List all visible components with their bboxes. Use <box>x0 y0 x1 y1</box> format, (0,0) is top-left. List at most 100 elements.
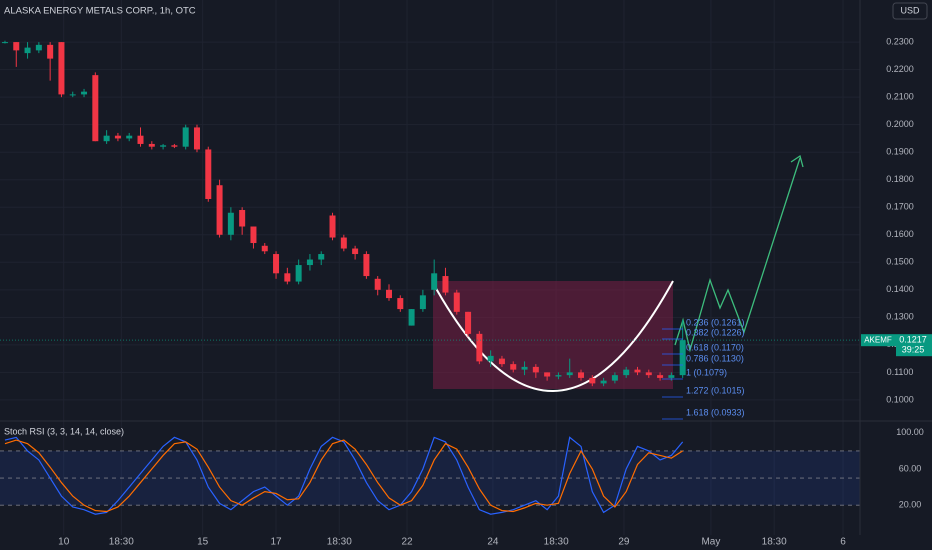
y-tick-label: 0.1500 <box>886 257 914 267</box>
candle-body <box>1 42 8 44</box>
y-tick-label: 0.1000 <box>886 394 914 404</box>
countdown: 39:25 <box>902 345 925 355</box>
x-tick-label: 22 <box>402 537 414 548</box>
x-tick-label: 15 <box>197 537 209 548</box>
symbol-tag <box>861 334 896 347</box>
candle-body <box>69 94 76 96</box>
candle-body <box>476 333 483 362</box>
candle-body <box>544 372 551 377</box>
candle-body <box>340 237 347 249</box>
candle-body <box>103 135 110 142</box>
fib-label: 0.618 (0.1170) <box>686 342 744 352</box>
candle-body <box>160 145 167 147</box>
candle-body <box>566 372 573 376</box>
candle-body <box>35 44 42 51</box>
candle-body <box>634 369 641 373</box>
x-tick-label: 18:30 <box>109 537 134 548</box>
rsi-line <box>4 436 684 515</box>
candle-body <box>24 47 31 54</box>
fib-label: 1.618 (0.0933) <box>686 407 745 417</box>
symbol-label: AKEMF <box>864 335 892 344</box>
y-tick-label: 100.00 <box>896 427 924 437</box>
candle-body <box>250 226 257 244</box>
candle-body <box>385 289 392 299</box>
candle-body <box>431 273 438 290</box>
candle-body <box>679 340 686 376</box>
fib-label: 0.236 (0.1261) <box>686 317 745 327</box>
candle-body <box>668 375 675 378</box>
y-tick-label: 0.1900 <box>886 147 914 157</box>
candle-body <box>600 380 607 384</box>
rsi-line <box>4 439 683 513</box>
candle-body <box>47 44 54 59</box>
projection-path <box>674 157 801 353</box>
candle-body <box>408 309 415 326</box>
x-tick-label: 6 <box>840 537 846 548</box>
candle-body <box>532 366 539 373</box>
fib-label: 0.382 (0.1226) <box>686 327 745 337</box>
grid <box>0 0 860 535</box>
candle-body <box>510 364 517 370</box>
candle-body <box>611 375 618 381</box>
candle-body <box>205 149 212 199</box>
y-tick-label: 0.1100 <box>887 367 914 377</box>
currency[interactable]: USD <box>900 5 920 15</box>
candle-body <box>92 75 99 142</box>
candle-body <box>645 372 652 376</box>
candle-body <box>623 369 630 376</box>
projection-arrow <box>790 154 804 168</box>
y-tick-label: 0.1800 <box>886 174 914 184</box>
fib-label: 1.272 (0.1015) <box>686 385 745 395</box>
rsi-title: Stoch RSI (3, 3, 14, 14, close) <box>4 426 124 436</box>
candle-body <box>329 215 336 238</box>
candle-body <box>363 254 370 277</box>
x-tick-label: 10 <box>58 537 70 548</box>
candle-body <box>137 135 144 144</box>
marks <box>1 40 686 515</box>
header-title: ALASKA ENERGY METALS CORP., 1h, OTC <box>4 6 196 17</box>
candle-body <box>318 254 325 260</box>
y-tick-label: 0.2000 <box>886 119 914 129</box>
candle-body <box>465 311 472 334</box>
candle-body <box>578 372 585 378</box>
candle-body <box>284 273 291 282</box>
candle-body <box>239 210 246 227</box>
currency-button[interactable] <box>892 2 928 20</box>
candle-body <box>58 42 65 95</box>
candle-body <box>261 245 268 252</box>
y-tick-label: 0.1700 <box>886 202 914 212</box>
y-tick-label: 20.00 <box>899 500 922 510</box>
candle-body <box>521 366 528 370</box>
price-label: 0.1217 <box>899 335 927 345</box>
candle-body <box>114 135 121 139</box>
candle-body <box>81 91 88 95</box>
candle-body <box>419 295 426 310</box>
candle-body <box>227 212 234 235</box>
candle-body <box>487 355 494 362</box>
x-tick-label: May <box>701 537 720 548</box>
y-tick-label: 60.00 <box>899 463 922 473</box>
candle-body <box>453 292 460 312</box>
candle-body <box>126 135 133 139</box>
y-tick-label: 0.1400 <box>886 284 914 294</box>
x-tick-label: 29 <box>618 537 630 548</box>
y-tick-label: 0.1300 <box>886 312 914 322</box>
candle-body <box>657 375 664 378</box>
candle-body <box>216 185 223 235</box>
candle-body <box>555 375 562 377</box>
candle-body <box>306 259 313 266</box>
fib-label: 0.786 (0.1130) <box>686 353 744 363</box>
candle-body <box>589 377 596 384</box>
candle-body <box>273 254 280 274</box>
candle-body <box>193 127 200 150</box>
x-tick-label: 24 <box>487 537 499 548</box>
y-tick-label: 0.2200 <box>886 64 914 74</box>
x-tick-label: 18:30 <box>327 537 352 548</box>
candle-body <box>148 143 155 147</box>
y-tick-label: 0.2300 <box>886 36 914 46</box>
x-tick-label: 18:30 <box>544 537 569 548</box>
price-tag <box>896 334 932 357</box>
